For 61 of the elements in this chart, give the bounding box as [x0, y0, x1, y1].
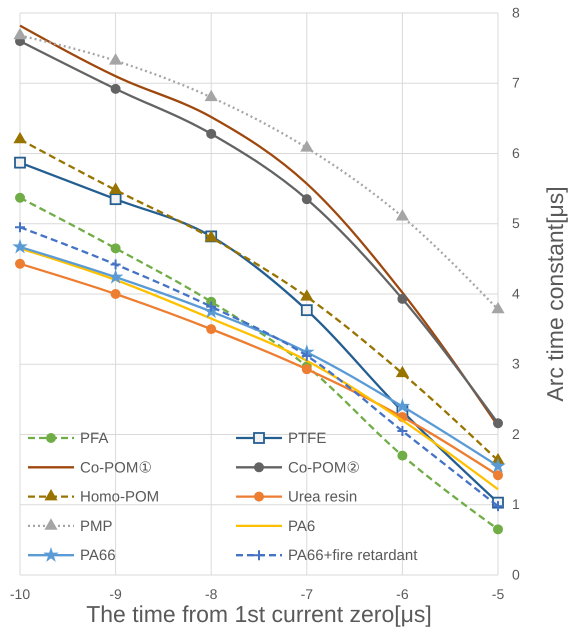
y-tick-label: 2	[512, 426, 520, 442]
x-tick-label: -9	[109, 586, 122, 602]
point	[397, 450, 408, 461]
point	[493, 524, 503, 534]
point	[493, 470, 503, 480]
y-tick-label: 5	[512, 215, 520, 232]
point	[300, 350, 313, 362]
legend-label: PA66+fire retardant	[288, 547, 418, 564]
legend-label: Urea resin	[288, 488, 358, 506]
point	[394, 398, 410, 414]
y-tick-label: 6	[512, 144, 520, 161]
point	[12, 238, 28, 254]
legend-label: Co-POM②	[288, 459, 360, 476]
point	[110, 243, 121, 254]
point	[206, 324, 216, 334]
legend-label: PA6	[288, 518, 316, 535]
point	[109, 182, 122, 194]
point	[396, 424, 408, 437]
point	[109, 53, 122, 65]
point	[302, 364, 312, 374]
point	[110, 258, 122, 270]
point	[302, 194, 312, 204]
y-tick-label: 8	[512, 4, 520, 20]
point	[110, 193, 122, 206]
y-tick-label: 1	[512, 496, 520, 512]
legend-label: PFA	[80, 430, 108, 447]
point	[300, 304, 313, 316]
legend-label: PMP	[80, 518, 113, 535]
point	[14, 156, 26, 169]
point	[13, 28, 27, 40]
x-axis-title: The time from 1st current zero[μs]	[86, 601, 432, 627]
point	[13, 132, 27, 144]
x-tick-label: -7	[300, 586, 314, 602]
point	[205, 300, 218, 313]
point	[493, 418, 503, 428]
point	[396, 209, 409, 221]
point	[300, 289, 314, 301]
y-axis-title: Arc time constant[μs]	[542, 186, 568, 402]
y-tick-label: 7	[512, 74, 520, 91]
point	[14, 221, 26, 234]
y-tick-label: 4	[512, 285, 520, 302]
point	[110, 289, 121, 299]
point	[397, 294, 408, 304]
point	[206, 128, 216, 139]
y-tick-label: 0	[512, 566, 520, 582]
point	[15, 192, 25, 203]
legend-label: PTFE	[288, 430, 326, 447]
legend-label: PA66	[80, 547, 116, 564]
y-tick-label: 3	[512, 356, 520, 372]
legend-label: Homo-POM	[80, 488, 160, 506]
point	[110, 84, 121, 94]
point	[204, 90, 218, 102]
x-tick-label: -6	[396, 586, 409, 602]
point	[490, 458, 506, 473]
point	[15, 258, 25, 269]
x-tick-label: -8	[204, 586, 218, 602]
legend-label: Co-POM①	[80, 459, 152, 476]
x-tick-label: -5	[492, 586, 504, 602]
point	[300, 140, 314, 152]
x-tick-label: -10	[10, 586, 30, 602]
point	[492, 500, 504, 512]
